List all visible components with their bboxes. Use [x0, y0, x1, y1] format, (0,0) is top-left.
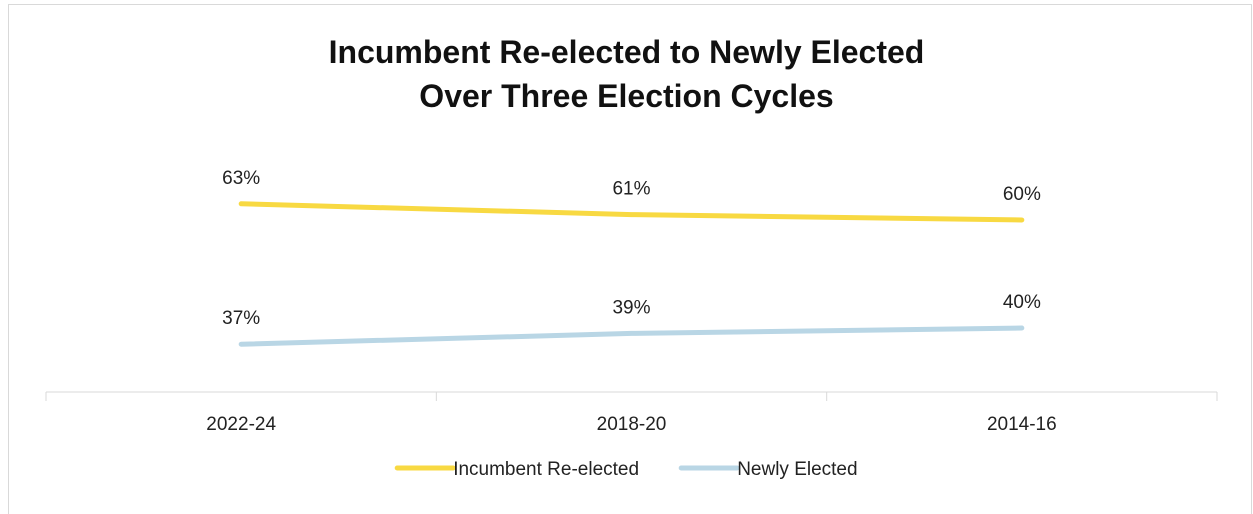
series-line-incumbent-re-elected — [238, 201, 1025, 223]
chart-title-line-2: Over Three Election Cycles — [419, 78, 834, 114]
data-label: 40% — [1003, 292, 1041, 313]
series-line-newly-elected — [238, 325, 1025, 347]
data-label: 37% — [222, 308, 260, 329]
x-tick-label: 2018-20 — [597, 414, 667, 435]
data-label: 61% — [612, 179, 650, 200]
data-label: 63% — [222, 168, 260, 189]
x-tick-label: 2014-16 — [987, 414, 1057, 435]
chart-frame — [8, 4, 1252, 514]
legend-label: Incumbent Re-elected — [453, 459, 639, 480]
legend-label: Newly Elected — [737, 459, 857, 480]
chart-title: Incumbent Re-elected to Newly Elected Ov… — [0, 30, 1253, 118]
chart-title-line-1: Incumbent Re-elected to Newly Elected — [328, 34, 925, 70]
data-label: 60% — [1003, 184, 1041, 205]
data-label: 39% — [612, 297, 650, 318]
x-tick-label: 2022-24 — [206, 414, 276, 435]
